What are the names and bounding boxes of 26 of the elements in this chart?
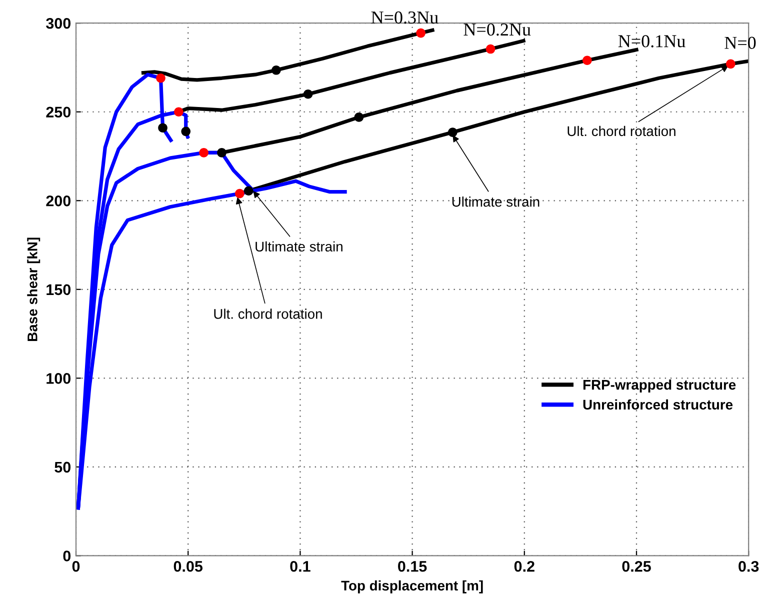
y-tick-label: 150 [46, 284, 71, 296]
annotation: N=0.2Nu [464, 23, 531, 36]
x-tick-label: 0.2 [514, 560, 534, 572]
annotation: Ult. chord rotation [568, 126, 676, 136]
x-tick-label: 0.3 [738, 560, 759, 572]
legend-label: Unreinforced structure [583, 399, 733, 410]
x-tick-label: 0.05 [174, 560, 203, 572]
y-axis-title: Base shear [kN] [27, 238, 40, 341]
y-tick-label: 50 [54, 462, 71, 473]
y-tick-label: 250 [46, 106, 71, 118]
x-tick-label: 0.15 [398, 560, 427, 572]
x-axis-title: Top displacement [m] [341, 580, 483, 594]
annotation: Ult. chord rotation [214, 308, 322, 319]
annotation: N=0.3Nu [371, 11, 438, 24]
annotation: N=0.1Nu [618, 35, 686, 48]
x-tick-label: 0 [72, 560, 80, 572]
annotation: Ultimate strain [256, 241, 342, 252]
y-tick-label: 300 [46, 18, 71, 29]
y-tick-label: 200 [46, 196, 71, 206]
y-tick-label: 100 [46, 373, 71, 384]
annotation: N=0 [724, 36, 756, 49]
annotation: Ultimate strain [452, 196, 540, 207]
legend-label: FRP-wrapped structure [583, 380, 736, 392]
y-tick-label: 0 [63, 550, 71, 562]
x-tick-label: 0.1 [290, 560, 310, 572]
x-tick-label: 0.25 [622, 560, 651, 572]
